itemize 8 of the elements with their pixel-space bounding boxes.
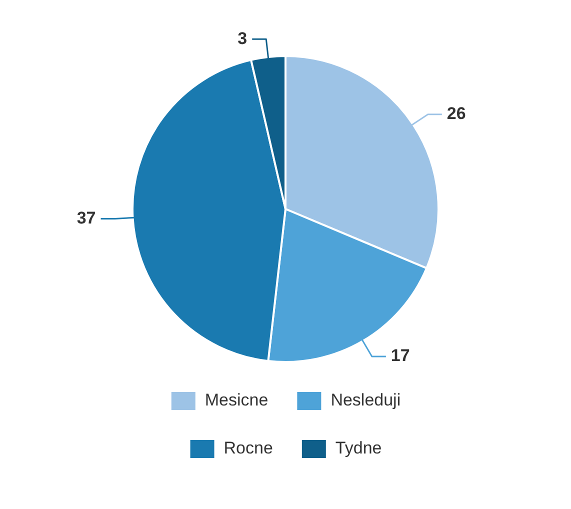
data-label: 17 [390, 346, 410, 366]
data-label: 26 [446, 104, 466, 124]
legend-label: Mesicne [204, 390, 268, 410]
data-label: 37 [76, 208, 96, 228]
legend-label: Tydne [335, 438, 382, 458]
data-label: 3 [238, 28, 248, 48]
legend-label: Nesleduji [330, 390, 401, 410]
legend-label: Rocne [224, 438, 273, 458]
